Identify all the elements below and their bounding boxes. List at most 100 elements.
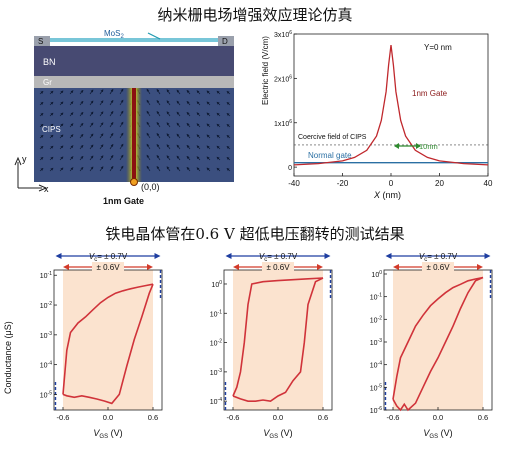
field-arrow	[186, 155, 191, 161]
field-arrow	[119, 132, 124, 139]
field-arrow	[39, 101, 44, 106]
cond-y-tick-label: 10-5	[370, 383, 382, 392]
efield-x-tick-label: 20	[435, 179, 444, 188]
field-arrow	[226, 90, 231, 95]
field-arrow	[226, 123, 231, 128]
field-arrow	[109, 110, 114, 117]
efield-x-tick-label: -40	[288, 179, 300, 188]
field-arrow	[196, 101, 201, 106]
y-annotation: Y=0 nm	[424, 43, 452, 52]
field-arrow	[49, 134, 54, 139]
conductance-y-label: Conductance (μS)	[3, 321, 13, 394]
y-axis-label: y	[22, 154, 27, 164]
field-arrow	[156, 110, 161, 117]
bn-label: BN	[43, 57, 56, 67]
field-arrow	[206, 134, 211, 139]
field-arrow	[89, 155, 94, 161]
field-arrow	[166, 100, 171, 106]
field-arrow	[119, 99, 124, 106]
field-arrow	[206, 123, 211, 128]
field-arrow	[206, 90, 211, 95]
vc-label: Vc= ± 0.7V	[259, 252, 298, 263]
cond-x-label: VGS (V)	[93, 428, 122, 440]
field-arrow	[49, 156, 54, 161]
field-arrow	[79, 89, 84, 95]
series-1nm-label: 1nm Gate	[412, 89, 448, 98]
width-label: 10nm	[419, 142, 438, 151]
field-arrow	[156, 165, 161, 172]
field-arrow	[176, 122, 181, 128]
conductance-panel: Vc= ± 0.7V± 0.6V 100 10-1 10-2 10-3 10-4 10-5 1…	[370, 252, 493, 440]
field-arrow	[89, 111, 94, 117]
efield-y-label: Electric field (V/cm)	[261, 36, 270, 105]
hysteresis-curve	[392, 276, 484, 412]
field-arrow	[59, 134, 64, 139]
field-arrow	[109, 132, 114, 139]
field-arrow	[166, 155, 171, 161]
field-arrow	[186, 100, 191, 106]
field-arrow	[216, 123, 221, 128]
field-arrow	[59, 123, 64, 128]
cond-x-tick-label: -0.6	[387, 413, 400, 422]
field-arrow	[119, 110, 124, 117]
hysteresis-curve	[232, 277, 324, 397]
field-arrow	[196, 145, 201, 150]
cond-y-tick-label: 10-4	[370, 361, 382, 370]
field-arrow	[176, 133, 181, 139]
cond-x-tick-label: 0.0	[433, 413, 443, 422]
drain-label: D	[222, 37, 228, 46]
field-arrow	[216, 101, 221, 106]
efield-x-tick-label: 40	[484, 179, 493, 188]
cond-y-tick-label: 10-3	[40, 331, 52, 340]
field-arrow	[156, 99, 161, 106]
cond-x-tick-label: 0.0	[103, 413, 113, 422]
field-arrow	[79, 144, 84, 150]
field-arrow	[49, 112, 54, 117]
field-arrow	[109, 154, 114, 161]
field-arrow	[99, 111, 104, 117]
hysteresis-curve	[392, 276, 484, 400]
field-arrow	[39, 167, 44, 172]
field-arrow	[59, 101, 64, 106]
cond-y-tick-label: 10-2	[370, 315, 382, 324]
cips-label: CIPS	[42, 125, 61, 134]
field-arrow	[166, 166, 171, 172]
field-arrow	[39, 123, 44, 128]
field-arrow	[79, 100, 84, 106]
field-arrow	[216, 90, 221, 95]
field-arrow	[49, 167, 54, 172]
field-arrow	[49, 145, 54, 150]
conductance-panel: Vc= ± 0.7V± 0.6V 10-1 10-2 10-3 10-4 10-5 -0.6…	[40, 252, 163, 440]
field-arrow	[176, 89, 181, 95]
field-arrow	[186, 122, 191, 128]
field-arrow	[216, 156, 221, 161]
field-arrow	[109, 143, 114, 150]
field-arrow	[39, 156, 44, 161]
field-arrow	[109, 88, 114, 95]
cond-x-tick-label: -0.6	[227, 413, 240, 422]
cond-y-tick-label: 10-4	[210, 397, 222, 406]
field-arrow	[89, 144, 94, 150]
field-arrow	[216, 145, 221, 150]
drain-contact	[218, 36, 234, 46]
field-arrow	[69, 145, 74, 150]
gate-core	[132, 88, 136, 182]
cond-y-tick-label: 10-5	[40, 390, 52, 399]
conductance-panels: Conductance (μS) Vc= ± 0.7V± 0.6V10-110-…	[3, 252, 493, 440]
cond-x-label: VGS (V)	[263, 428, 292, 440]
field-arrow	[119, 121, 124, 128]
efield-y-tick-label: 2x106	[274, 74, 292, 83]
field-arrow	[166, 89, 171, 95]
mos2-arrow	[147, 32, 161, 40]
cond-y-tick-label: 100	[371, 270, 382, 279]
field-arrow	[166, 144, 171, 150]
vc-label: Vc= ± 0.7V	[89, 252, 128, 263]
field-arrow	[109, 121, 114, 128]
field-arrow	[89, 166, 94, 172]
field-arrow	[99, 89, 104, 95]
cond-y-tick-label: 10-6	[370, 406, 382, 415]
field-arrow	[226, 101, 231, 106]
field-arrow	[146, 88, 151, 95]
field-arrow	[226, 156, 231, 161]
field-arrow	[146, 132, 151, 139]
